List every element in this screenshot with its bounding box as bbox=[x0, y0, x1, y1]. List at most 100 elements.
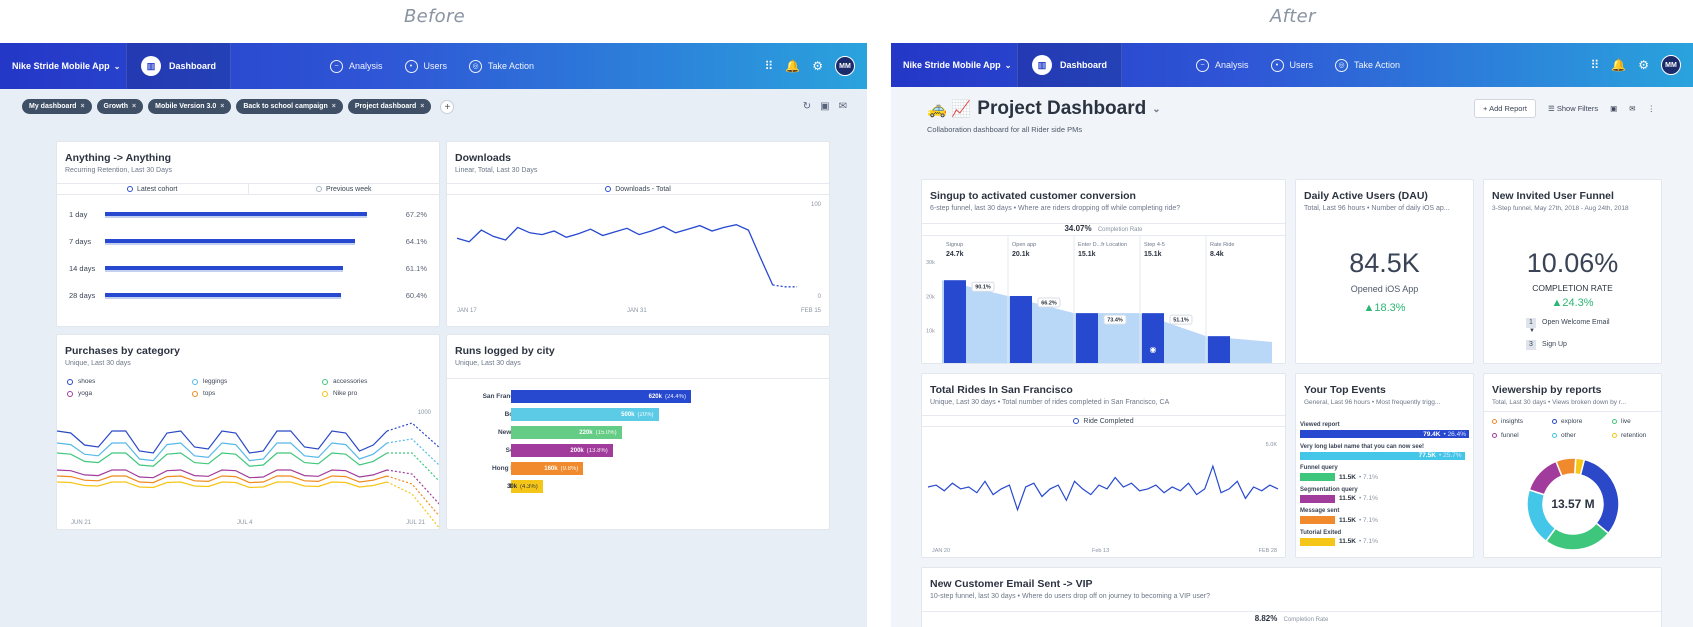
close-icon[interactable]: × bbox=[220, 103, 225, 110]
legend-item[interactable]: Nike pro bbox=[322, 390, 357, 397]
event-row[interactable]: Message sent 11.5K • 7.1% bbox=[1300, 508, 1469, 524]
legend-dot bbox=[192, 390, 198, 397]
city-bar: 500k (20%) bbox=[511, 408, 659, 421]
chevron-down-icon[interactable]: ⌄ bbox=[1152, 103, 1161, 115]
legend-item[interactable]: explore bbox=[1552, 418, 1582, 425]
city-bar: 620k (24.4%) bbox=[511, 390, 691, 403]
legend-item[interactable]: insights bbox=[1492, 418, 1523, 425]
filter-chip[interactable]: Growth × bbox=[96, 99, 144, 114]
rides-series-line bbox=[927, 464, 1279, 512]
bell-icon[interactable]: 🔔 bbox=[1611, 58, 1627, 72]
event-row[interactable]: Very long label name that you can now se… bbox=[1300, 444, 1469, 460]
filter-chip[interactable]: Project dashboard × bbox=[347, 99, 432, 114]
legend-item[interactable]: Latest cohort bbox=[57, 184, 248, 194]
dau-card[interactable]: Daily Active Users (DAU) Total, Last 96 … bbox=[1295, 179, 1474, 364]
refresh-icon[interactable]: ↻ bbox=[802, 101, 812, 112]
more-icon[interactable]: ⋮ bbox=[1647, 104, 1656, 113]
purchases-card[interactable]: Purchases by category Unique, Last 30 da… bbox=[56, 334, 440, 530]
close-icon[interactable]: × bbox=[331, 103, 336, 110]
legend-item[interactable]: Previous week bbox=[247, 184, 440, 194]
dashboard-tab[interactable]: ▥ Dashboard bbox=[126, 43, 232, 89]
apps-grid-icon[interactable]: ⠿ bbox=[1590, 58, 1600, 72]
show-filters-button[interactable]: ☰ Show Filters bbox=[1548, 104, 1598, 113]
close-icon[interactable]: × bbox=[80, 103, 85, 110]
city-row[interactable]: San Francisco 620k (24.4%) bbox=[447, 390, 829, 403]
top-events-card[interactable]: Your Top Events General, Last 96 hours •… bbox=[1295, 373, 1474, 558]
filter-chip[interactable]: Back to school campaign × bbox=[236, 99, 343, 114]
gear-icon[interactable]: ⚙ bbox=[812, 59, 823, 73]
event-row[interactable]: Funnel query 11.5K • 7.1% bbox=[1300, 465, 1469, 481]
dashboard-tab[interactable]: ▥ Dashboard bbox=[1017, 43, 1123, 87]
purchases-series-line bbox=[57, 469, 388, 479]
chip-label: Mobile Version 3.0 bbox=[155, 103, 217, 110]
conversion-badge bbox=[971, 281, 995, 292]
retention-row[interactable]: 7 days 64.1% bbox=[57, 235, 439, 249]
page-title[interactable]: 🚕 📈 Project Dashboard ⌄ bbox=[927, 98, 1161, 120]
filter-chip[interactable]: Mobile Version 3.0 × bbox=[148, 99, 232, 114]
arrow-up-icon: ▲ bbox=[1551, 297, 1563, 309]
donut-slice bbox=[1528, 460, 1563, 496]
rides-card[interactable]: Total Rides In San Francisco Unique, Las… bbox=[921, 373, 1286, 558]
runs-card[interactable]: Runs logged by city Unique, Last 30 days… bbox=[446, 334, 830, 530]
monitor-icon[interactable]: ▣ bbox=[820, 101, 830, 112]
legend-item[interactable]: retention bbox=[1612, 432, 1646, 439]
nav-label: Analysis bbox=[349, 61, 383, 71]
legend-item[interactable]: live bbox=[1612, 418, 1631, 425]
viewership-card[interactable]: Viewership by reports Total, Last 30 day… bbox=[1483, 373, 1662, 558]
legend-item[interactable]: other bbox=[1552, 432, 1576, 439]
legend-item[interactable]: Ride Completed bbox=[922, 416, 1285, 426]
legend-item[interactable]: Downloads - Total bbox=[447, 184, 829, 194]
nav-analysis[interactable]: ~ Analysis bbox=[330, 59, 383, 73]
nav-users[interactable]: • Users bbox=[1270, 58, 1313, 72]
mail-icon[interactable]: ✉ bbox=[1629, 104, 1636, 113]
apps-grid-icon[interactable]: ⠿ bbox=[764, 59, 774, 73]
app-switcher[interactable]: Nike Stride Mobile App ⌄ bbox=[903, 43, 1011, 87]
chip-label: Growth bbox=[103, 103, 129, 110]
city-row[interactable]: New York220k(15.0%) bbox=[447, 426, 829, 439]
add-report-button[interactable]: + Add Report bbox=[1474, 99, 1537, 118]
legend-item[interactable]: funnel bbox=[1492, 432, 1519, 439]
event-row[interactable]: Tutorial Exited 11.5K • 7.1% bbox=[1300, 530, 1469, 546]
nav-take-action[interactable]: ◎ Take Action bbox=[469, 59, 534, 73]
city-row[interactable]: Hong Kong 160k (9.8%) bbox=[447, 462, 829, 475]
legend-item[interactable]: tops bbox=[192, 390, 215, 397]
monitor-icon[interactable]: ▣ bbox=[1610, 104, 1618, 113]
nav-users[interactable]: • Users bbox=[404, 59, 447, 73]
close-icon[interactable]: × bbox=[420, 103, 425, 110]
legend-label: Nike pro bbox=[333, 390, 358, 397]
nav-analysis[interactable]: ~ Analysis bbox=[1196, 58, 1249, 72]
legend-label: tops bbox=[203, 390, 216, 397]
legend-item[interactable]: yoga bbox=[67, 390, 92, 397]
mail-icon[interactable]: ✉ bbox=[838, 101, 847, 112]
app-name: Nike Stride Mobile App bbox=[12, 61, 110, 71]
legend-item[interactable]: shoes bbox=[67, 378, 95, 385]
close-icon[interactable]: × bbox=[132, 103, 137, 110]
email-funnel-card[interactable]: New Customer Email Sent -> VIP 10-step f… bbox=[921, 567, 1662, 627]
funnel-card[interactable]: Singup to activated customer conversion … bbox=[921, 179, 1286, 364]
legend-dot bbox=[322, 378, 328, 385]
retention-row[interactable]: 1 day 67.2% bbox=[57, 208, 439, 222]
retention-row[interactable]: 28 days 60.4% bbox=[57, 289, 439, 303]
avatar[interactable]: MM bbox=[1661, 55, 1681, 75]
retention-card[interactable]: Anything -> Anything Recurring Retention… bbox=[56, 141, 440, 327]
downloads-card[interactable]: Downloads Linear, Total, Last 30 Days Do… bbox=[446, 141, 830, 327]
event-row[interactable]: Viewed report 79.4K • 26.4% bbox=[1300, 422, 1469, 438]
dashboard-tab-label: Dashboard bbox=[169, 61, 217, 71]
app-switcher[interactable]: Nike Stride Mobile App ⌄ bbox=[12, 43, 120, 89]
city-row[interactable]: Boston500k(20%) bbox=[447, 408, 829, 421]
card-title: Viewership by reports bbox=[1492, 384, 1602, 396]
legend-item[interactable]: accessories bbox=[322, 378, 367, 385]
avatar[interactable]: MM bbox=[835, 56, 855, 76]
filter-chip[interactable]: My dashboard × bbox=[22, 99, 92, 114]
retention-row[interactable]: 14 days 61.1% bbox=[57, 262, 439, 276]
invited-funnel-card[interactable]: New Invited User Funnel 3-Step funnel, M… bbox=[1483, 179, 1662, 364]
legend-label: other bbox=[1561, 432, 1576, 439]
city-row[interactable]: Tokyo30k(4.3%) bbox=[447, 480, 829, 493]
gear-icon[interactable]: ⚙ bbox=[1638, 58, 1649, 72]
bell-icon[interactable]: 🔔 bbox=[785, 59, 801, 73]
add-filter-button[interactable]: + bbox=[440, 100, 455, 114]
legend-item[interactable]: leggings bbox=[192, 378, 227, 385]
nav-take-action[interactable]: ◎ Take Action bbox=[1335, 58, 1400, 72]
city-row[interactable]: Seattle200k(13.8%) bbox=[447, 444, 829, 457]
event-row[interactable]: Segmentation query 11.5K • 7.1% bbox=[1300, 487, 1469, 503]
